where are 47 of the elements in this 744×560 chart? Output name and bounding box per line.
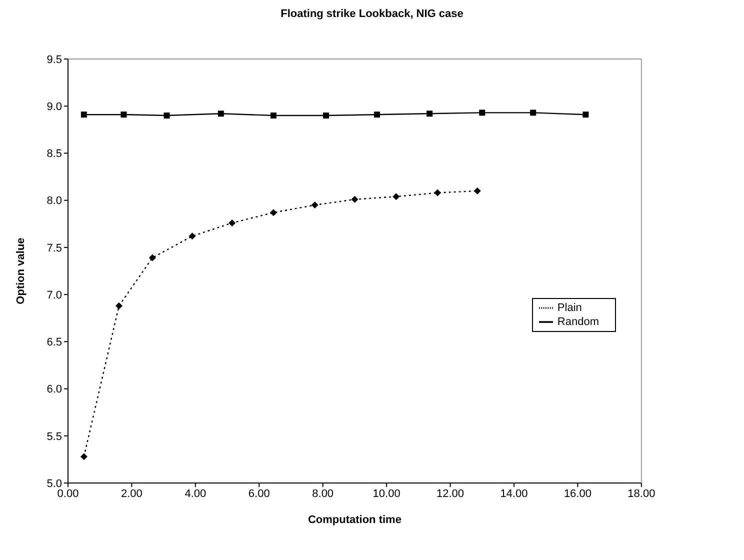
point <box>311 202 318 209</box>
point <box>228 219 236 226</box>
point <box>374 112 380 118</box>
y-tick-label: 7.5 <box>46 242 62 254</box>
point <box>582 112 589 118</box>
point <box>120 112 127 118</box>
point <box>474 187 481 194</box>
x-tick-label: 2.00 <box>121 488 142 500</box>
y-tick-label: 7.0 <box>46 289 62 302</box>
point <box>392 193 400 200</box>
point <box>218 110 224 117</box>
y-tick-label: 6.5 <box>46 336 62 349</box>
point <box>479 110 486 116</box>
x-tick-label: 16.00 <box>564 488 592 500</box>
point <box>164 112 170 119</box>
x-axis-title: Computation time <box>308 514 402 526</box>
point <box>148 254 156 262</box>
x-tick-label: 0.00 <box>57 488 79 500</box>
point <box>434 189 442 196</box>
x-tick-label: 10.00 <box>372 488 400 500</box>
legend-label: Random <box>557 316 599 328</box>
y-tick-label: 5.5 <box>46 430 62 443</box>
point <box>80 453 88 460</box>
x-tick-label: 18.00 <box>628 488 656 500</box>
x-tick-label: 6.00 <box>248 488 270 500</box>
y-axis-title: Option value <box>14 238 27 304</box>
y-tick-label: 6.0 <box>46 384 62 396</box>
point <box>188 232 196 240</box>
y-tick-label: 9.5 <box>46 54 62 66</box>
legend-label: Plain <box>557 302 582 314</box>
point <box>530 110 536 116</box>
point <box>270 209 277 216</box>
x-tick-label: 8.00 <box>312 488 334 500</box>
point <box>270 112 276 119</box>
point <box>351 196 358 203</box>
y-tick-label: 5.0 <box>46 478 62 490</box>
x-tick-label: 14.00 <box>500 488 528 500</box>
x-tick-label: 4.00 <box>184 488 206 500</box>
y-tick-label: 8.5 <box>46 148 62 160</box>
y-tick-label: 9.0 <box>46 101 62 114</box>
point <box>426 110 433 117</box>
point <box>323 112 330 119</box>
point <box>115 302 122 310</box>
y-tick-label: 8.0 <box>46 195 62 208</box>
point <box>80 112 87 118</box>
chart-title: Floating strike Lookback, NIG case <box>280 8 464 22</box>
x-tick-label: 12.00 <box>436 488 464 500</box>
